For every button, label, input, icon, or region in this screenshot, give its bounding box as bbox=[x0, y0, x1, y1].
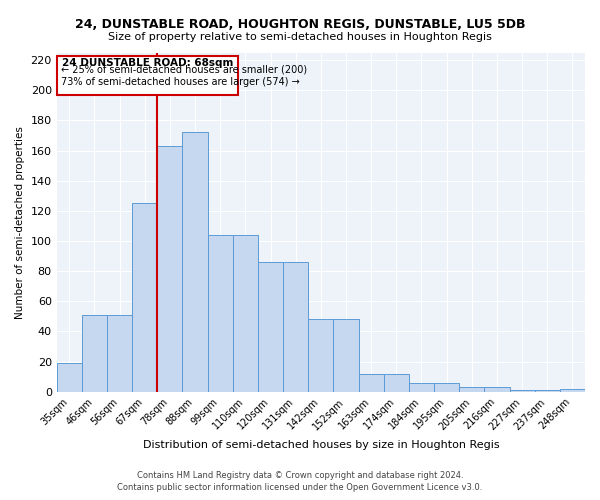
Bar bbox=[434, 383, 459, 392]
Text: 73% of semi-detached houses are larger (574) →: 73% of semi-detached houses are larger (… bbox=[61, 77, 299, 87]
Bar bbox=[509, 390, 535, 392]
FancyBboxPatch shape bbox=[57, 56, 238, 94]
Bar bbox=[157, 146, 182, 392]
Bar bbox=[484, 388, 509, 392]
Y-axis label: Number of semi-detached properties: Number of semi-detached properties bbox=[15, 126, 25, 318]
Bar bbox=[459, 388, 484, 392]
Bar bbox=[560, 389, 585, 392]
Bar bbox=[359, 374, 384, 392]
Bar bbox=[535, 390, 560, 392]
Bar bbox=[132, 204, 157, 392]
X-axis label: Distribution of semi-detached houses by size in Houghton Regis: Distribution of semi-detached houses by … bbox=[143, 440, 499, 450]
Bar bbox=[107, 315, 132, 392]
Bar bbox=[334, 320, 359, 392]
Text: 24, DUNSTABLE ROAD, HOUGHTON REGIS, DUNSTABLE, LU5 5DB: 24, DUNSTABLE ROAD, HOUGHTON REGIS, DUNS… bbox=[75, 18, 525, 30]
Bar bbox=[308, 320, 334, 392]
Bar bbox=[182, 132, 208, 392]
Text: ← 25% of semi-detached houses are smaller (200): ← 25% of semi-detached houses are smalle… bbox=[61, 65, 307, 75]
Bar bbox=[82, 315, 107, 392]
Bar bbox=[409, 383, 434, 392]
Text: Contains HM Land Registry data © Crown copyright and database right 2024.
Contai: Contains HM Land Registry data © Crown c… bbox=[118, 471, 482, 492]
Bar bbox=[283, 262, 308, 392]
Bar bbox=[233, 235, 258, 392]
Bar bbox=[56, 363, 82, 392]
Bar bbox=[208, 235, 233, 392]
Bar bbox=[258, 262, 283, 392]
Text: Size of property relative to semi-detached houses in Houghton Regis: Size of property relative to semi-detach… bbox=[108, 32, 492, 42]
Bar bbox=[384, 374, 409, 392]
Text: 24 DUNSTABLE ROAD: 68sqm: 24 DUNSTABLE ROAD: 68sqm bbox=[62, 58, 233, 68]
